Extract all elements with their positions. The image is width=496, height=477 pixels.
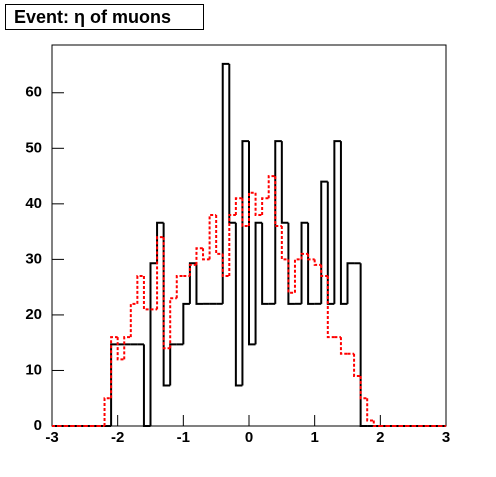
histogram-bin	[261, 197, 269, 215]
histogram-bin	[248, 191, 256, 227]
histogram-bin	[307, 253, 315, 261]
y-tick-label: 0	[34, 417, 42, 434]
x-tick-label: 2	[376, 429, 384, 446]
x-tick-label: 1	[310, 429, 318, 446]
histogram-bin	[333, 140, 341, 304]
histogram-bin	[274, 140, 282, 304]
histogram-bin	[142, 276, 151, 311]
histogram-bin	[175, 275, 184, 299]
histogram-bin	[287, 222, 295, 305]
histogram-bin	[320, 264, 328, 278]
histogram-bin	[339, 337, 348, 355]
y-tick-label: 30	[25, 250, 42, 267]
histogram-bin	[326, 276, 335, 339]
histogram-bin	[221, 253, 230, 278]
y-tick-label: 20	[25, 306, 42, 323]
y-tick-label: 10	[25, 361, 42, 378]
histogram-bin	[116, 337, 125, 361]
histogram-bin	[254, 192, 263, 216]
histogram-bin	[339, 141, 348, 305]
histogram-bin	[195, 247, 204, 265]
histogram-bin	[261, 222, 269, 305]
x-tick-label: 0	[245, 429, 253, 446]
y-tick-label: 50	[25, 139, 42, 156]
histogram-bin	[169, 297, 177, 349]
histogram-bin	[353, 353, 361, 378]
histogram-bin	[313, 259, 322, 266]
histogram-bin	[320, 180, 328, 304]
histogram-bin	[234, 222, 243, 387]
histogram-bin	[202, 248, 210, 261]
histogram-bin	[267, 175, 276, 199]
histogram-bin	[228, 213, 236, 277]
x-tick-label: 3	[442, 429, 450, 446]
histogram-bin	[123, 336, 131, 360]
x-tick-label: -1	[177, 429, 190, 446]
histogram-bin	[142, 344, 151, 427]
histogram-bin	[372, 420, 381, 427]
histogram-bin	[293, 258, 302, 293]
histogram-bin	[234, 197, 243, 215]
histogram-bin	[195, 263, 204, 305]
histogram-bin	[241, 140, 249, 386]
x-tick-label: -2	[111, 429, 124, 446]
histogram-bin	[110, 336, 118, 399]
histogram-bin	[274, 176, 282, 228]
histogram-bin	[359, 263, 368, 427]
histogram-bin	[156, 221, 164, 264]
histogram-bin	[228, 63, 236, 224]
histogram-bin	[162, 237, 171, 350]
histogram-bin	[182, 302, 190, 345]
histogram-bin	[280, 226, 289, 261]
histogram-bin	[366, 398, 374, 422]
histogram-bin	[110, 343, 118, 426]
histogram-bin	[129, 302, 138, 338]
histogram-bin	[241, 198, 249, 228]
histogram-bin	[254, 221, 263, 345]
histogram-bin	[307, 222, 315, 305]
histogram-bin	[221, 62, 230, 304]
histogram-bin	[215, 214, 223, 255]
histogram-bin	[359, 376, 368, 400]
histogram-bin	[103, 397, 112, 426]
histogram-bin	[300, 221, 309, 304]
histogram-bin	[188, 263, 197, 277]
histogram-bin	[188, 262, 197, 304]
y-tick-label: 40	[25, 195, 42, 212]
histogram-bin	[169, 343, 177, 386]
histogram-bin	[156, 236, 164, 310]
histogram-bin	[280, 141, 289, 224]
histogram-bin	[162, 222, 171, 387]
histogram-bin	[300, 252, 309, 260]
histogram-bin	[149, 262, 158, 426]
histogram-bin	[346, 262, 355, 304]
y-tick-label: 60	[25, 84, 42, 101]
histogram-bin	[136, 275, 144, 304]
x-tick-label: -3	[45, 429, 58, 446]
title-box	[5, 4, 204, 30]
chart-title: Event: η of muons	[14, 7, 171, 27]
histogram-bin	[287, 259, 295, 294]
